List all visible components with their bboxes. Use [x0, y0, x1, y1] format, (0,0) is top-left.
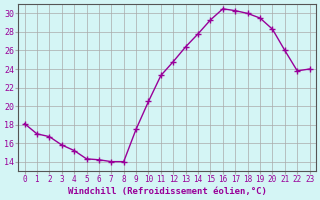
X-axis label: Windchill (Refroidissement éolien,°C): Windchill (Refroidissement éolien,°C) [68, 187, 267, 196]
